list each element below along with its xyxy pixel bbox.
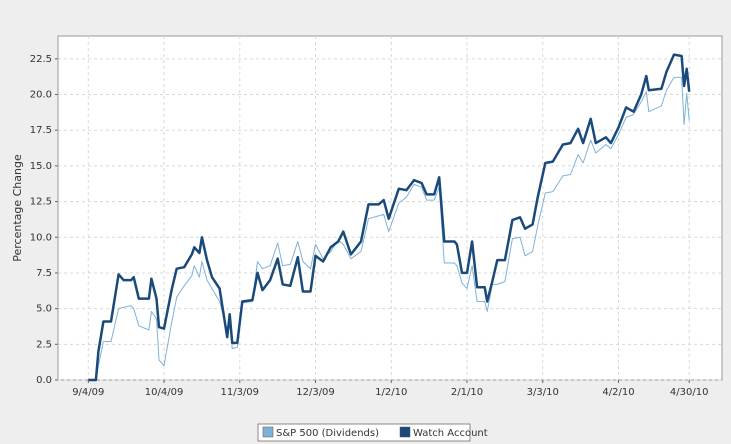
x-tick-label: 9/4/09 (72, 387, 104, 398)
y-tick-label: 17.5 (30, 125, 52, 136)
legend (257, 423, 471, 442)
y-tick-label: 22.5 (30, 54, 52, 65)
x-tick-label: 11/3/09 (220, 387, 259, 398)
x-tick-label: 1/2/10 (375, 387, 407, 398)
x-tick-label: 12/3/09 (296, 387, 335, 398)
y-tick-label: 15.0 (30, 161, 52, 172)
series-line (88, 53, 691, 382)
legend-swatch (262, 426, 274, 438)
plot-area (57, 35, 723, 381)
x-tick-label: 2/1/10 (451, 387, 483, 398)
legend-label: Watch Account (413, 428, 488, 439)
x-tick-label: 10/4/09 (145, 387, 184, 398)
y-tick-label: 12.5 (30, 197, 52, 208)
x-tick-label: 4/30/10 (670, 387, 709, 398)
series-line (88, 76, 690, 381)
legend-swatch (399, 426, 411, 438)
legend-label: S&P 500 (Dividends) (276, 428, 379, 439)
x-tick-label: 3/3/10 (527, 387, 559, 398)
y-tick-label: 10.0 (30, 232, 52, 243)
y-tick-label: 7.5 (36, 268, 52, 279)
y-tick-label: 20.0 (30, 90, 52, 101)
y-axis-label: Percentage Change (11, 154, 24, 262)
x-tick-label: 4/2/10 (602, 387, 634, 398)
y-tick-label: 5.0 (36, 304, 52, 315)
y-tick-label: 0.0 (36, 375, 52, 386)
y-tick-label: 2.5 (36, 339, 52, 350)
